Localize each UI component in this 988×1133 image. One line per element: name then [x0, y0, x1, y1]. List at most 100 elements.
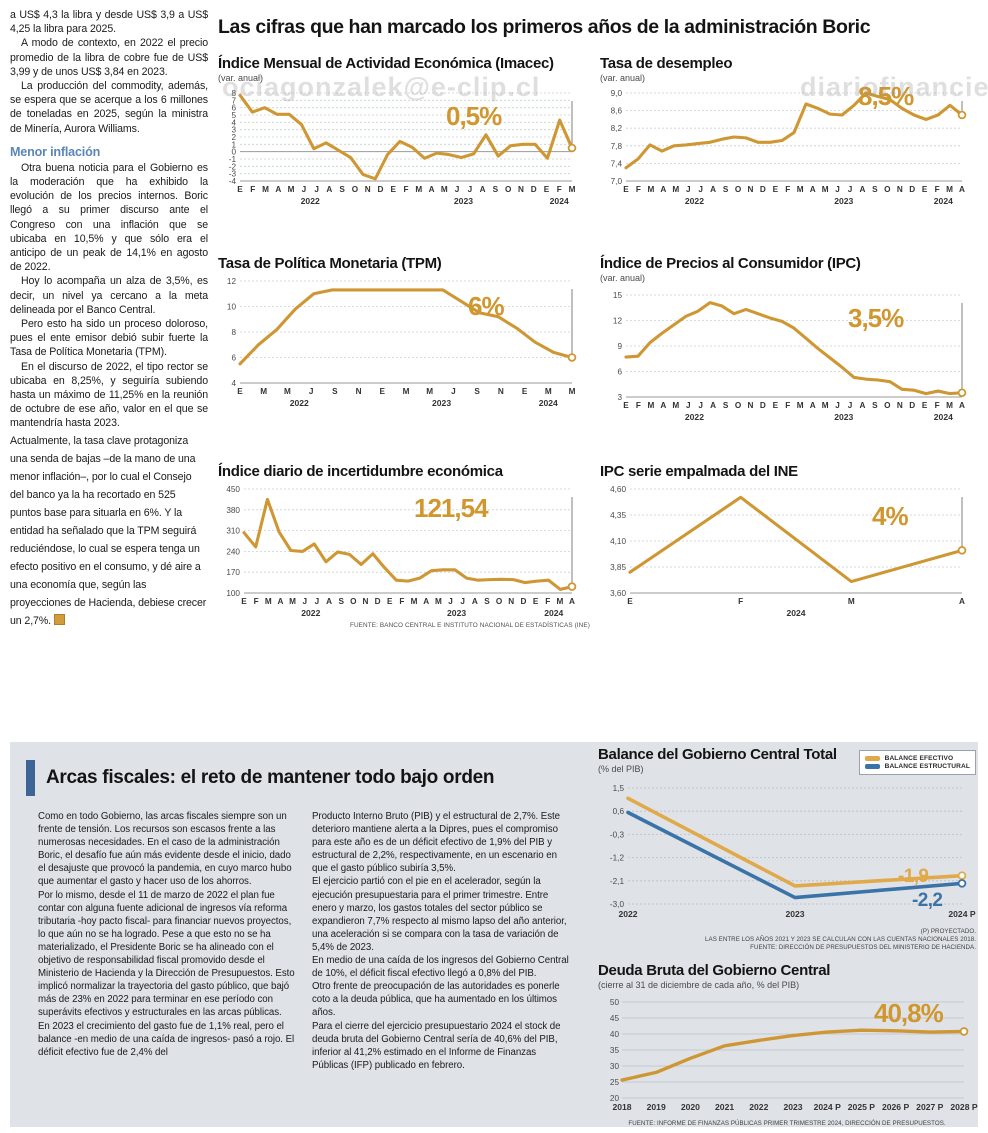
chart-title: IPC serie empalmada del INE	[600, 463, 798, 480]
svg-text:S: S	[474, 387, 480, 396]
legend-swatch	[864, 764, 880, 769]
svg-text:F: F	[250, 185, 255, 194]
svg-text:2018: 2018	[612, 1102, 631, 1112]
source-note: (P) PROYECTADO.	[920, 928, 976, 935]
chart-callout-value: 4%	[872, 501, 909, 531]
svg-text:M: M	[441, 185, 448, 194]
svg-text:50: 50	[610, 998, 620, 1007]
svg-text:O: O	[352, 185, 359, 194]
svg-text:9: 9	[617, 342, 622, 351]
svg-text:E: E	[522, 387, 528, 396]
legend-label: BALANCE ESTRUCTURAL	[884, 763, 970, 770]
accent-bar	[26, 760, 35, 796]
svg-text:S: S	[339, 185, 345, 194]
svg-text:450: 450	[226, 485, 240, 494]
chart-subtitle: (cierre al 31 de diciembre de cada año, …	[598, 980, 800, 990]
svg-text:F: F	[636, 185, 641, 194]
svg-text:D: D	[909, 401, 915, 410]
svg-text:D: D	[760, 185, 766, 194]
svg-text:2024: 2024	[544, 608, 563, 618]
svg-text:M: M	[569, 387, 576, 396]
svg-text:A: A	[480, 185, 486, 194]
svg-text:A: A	[710, 185, 716, 194]
svg-text:J: J	[302, 597, 307, 606]
chart-callout-value: 3,5%	[848, 303, 904, 333]
svg-text:2022: 2022	[290, 398, 309, 408]
bottom-text-columns: Como en todo Gobierno, las arcas fiscale…	[24, 810, 586, 1072]
svg-text:N: N	[897, 401, 903, 410]
svg-text:J: J	[455, 185, 460, 194]
chart-title: Índice Mensual de Actividad Económica (I…	[218, 55, 554, 72]
svg-text:O: O	[735, 401, 742, 410]
chart-subtitle: (% del PIB)	[598, 764, 644, 774]
svg-text:20: 20	[610, 1094, 620, 1103]
paragraph: Como en todo Gobierno, las arcas fiscale…	[38, 811, 295, 1058]
svg-text:8,6: 8,6	[611, 107, 623, 116]
chart-title: Índice de Precios al Consumidor (IPC)	[600, 255, 861, 272]
svg-text:3: 3	[617, 393, 622, 402]
svg-text:D: D	[760, 401, 766, 410]
page-title: Las cifras que han marcado los primeros …	[218, 16, 871, 38]
svg-text:M: M	[946, 185, 953, 194]
svg-text:E: E	[627, 597, 633, 606]
svg-text:2023: 2023	[432, 398, 451, 408]
svg-text:3,85: 3,85	[610, 563, 626, 572]
svg-text:E: E	[241, 597, 247, 606]
svg-text:M: M	[647, 401, 654, 410]
chart-callout-value: 40,8%	[874, 998, 944, 1028]
svg-text:S: S	[338, 597, 344, 606]
chart-subtitle: (var. anual)	[218, 73, 264, 83]
svg-text:0: 0	[231, 148, 236, 157]
svg-text:7,8: 7,8	[611, 142, 623, 151]
svg-text:M: M	[435, 597, 442, 606]
end-of-article-mark	[54, 613, 66, 625]
svg-text:8: 8	[231, 89, 236, 98]
svg-text:N: N	[498, 387, 504, 396]
svg-text:M: M	[672, 401, 679, 410]
section-subheading: Menor inflación	[10, 144, 101, 159]
svg-text:F: F	[545, 597, 550, 606]
svg-text:E: E	[237, 185, 243, 194]
svg-text:4,10: 4,10	[610, 537, 626, 546]
text-column-2: Producto Interno Bruto (PIB) y el estruc…	[312, 810, 570, 1072]
svg-text:-3: -3	[229, 170, 237, 179]
svg-text:M: M	[288, 185, 295, 194]
svg-text:D: D	[378, 185, 384, 194]
svg-text:2022: 2022	[749, 1102, 768, 1112]
svg-text:F: F	[403, 185, 408, 194]
svg-text:2: 2	[231, 133, 236, 142]
svg-text:J: J	[302, 185, 307, 194]
svg-text:A: A	[277, 597, 283, 606]
svg-text:8: 8	[231, 328, 236, 337]
svg-text:5: 5	[231, 111, 236, 120]
legend-item: BALANCE ESTRUCTURAL	[864, 763, 970, 770]
chart-title: Balance del Gobierno Central Total	[598, 746, 837, 763]
svg-text:M: M	[946, 401, 953, 410]
svg-text:-2: -2	[229, 162, 237, 171]
svg-text:F: F	[254, 597, 259, 606]
svg-text:S: S	[332, 387, 338, 396]
svg-text:40: 40	[610, 1030, 620, 1039]
chart-title: Tasa de Política Monetaria (TPM)	[218, 255, 442, 272]
bottom-headline: Arcas fiscales: el reto de mantener todo…	[46, 767, 495, 788]
svg-text:100: 100	[226, 589, 240, 598]
svg-text:A: A	[472, 597, 478, 606]
svg-text:O: O	[735, 185, 742, 194]
svg-text:2023: 2023	[783, 1102, 802, 1112]
svg-text:O: O	[884, 401, 891, 410]
svg-text:1,5: 1,5	[613, 784, 625, 793]
svg-text:2022: 2022	[685, 412, 704, 422]
svg-text:M: M	[545, 387, 552, 396]
chart-ipc-empalmada: IPC serie empalmada del INE 3,60 3,85 4,10 4…	[600, 463, 980, 621]
svg-text:170: 170	[226, 568, 240, 577]
svg-text:2024: 2024	[786, 608, 805, 618]
svg-text:-1,2: -1,2	[610, 854, 625, 863]
svg-text:A: A	[859, 401, 865, 410]
svg-text:M: M	[265, 597, 272, 606]
paragraph: Hoy lo acompaña un alza de 3,5%, es deci…	[10, 275, 208, 316]
svg-text:A: A	[959, 597, 965, 606]
svg-text:E: E	[237, 387, 243, 396]
svg-text:6: 6	[231, 354, 236, 363]
top-charts-block: Las cifras que han marcado los primeros …	[218, 8, 980, 708]
svg-text:E: E	[390, 185, 396, 194]
